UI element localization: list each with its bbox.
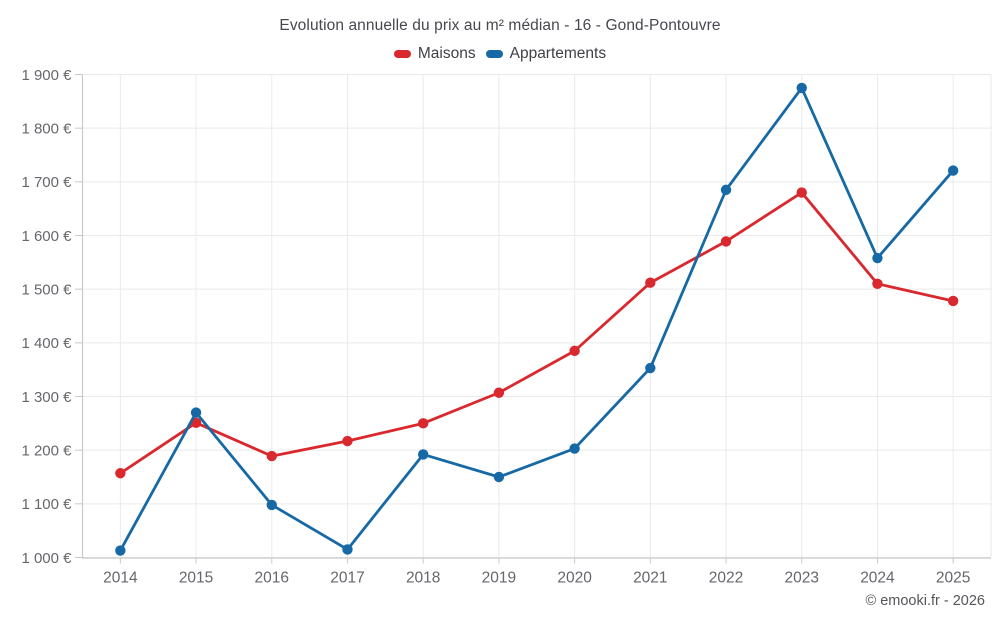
data-point-appartements-2019[interactable] [493,471,505,483]
x-axis-label: 2015 [179,570,213,587]
x-axis-label: 2017 [330,570,364,587]
y-axis-label: 1 000 € [21,550,72,567]
data-point-appartements-2022[interactable] [720,184,732,196]
data-point-appartements-2020[interactable] [569,443,580,454]
x-axis-label: 2025 [936,570,970,587]
x-axis-label: 2018 [406,570,440,587]
data-point-maisons-2022[interactable] [720,236,732,247]
data-point-appartements-2025[interactable] [947,165,959,176]
data-point-maisons-2020[interactable] [569,345,580,357]
y-axis-label: 1 500 € [21,281,72,298]
data-point-maisons-2024[interactable] [872,278,883,289]
data-point-appartements-2021[interactable] [645,362,656,374]
x-axis-label: 2024 [860,570,895,587]
legend-swatch-appartements [485,50,503,58]
y-axis-label: 1 800 € [21,120,72,137]
data-point-appartements-2024[interactable] [872,252,883,264]
legend: Maisons Appartements [0,45,1000,63]
legend-item-maisons[interactable]: Maisons [393,45,476,63]
x-axis-label: 2016 [255,570,289,587]
x-axis-label: 2014 [103,570,138,587]
x-axis-label: 2022 [709,570,743,587]
data-point-appartements-2017[interactable] [342,544,353,555]
data-point-appartements-2016[interactable] [266,499,277,511]
y-axis-label: 1 900 € [21,67,72,84]
x-axis-label: 2021 [633,570,667,587]
y-axis-label: 1 100 € [21,496,72,513]
data-point-appartements-2018[interactable] [417,449,429,460]
series-line-maisons [118,191,955,475]
data-point-maisons-2023[interactable] [796,187,807,198]
y-axis-label: 1 400 € [21,335,72,352]
data-point-maisons-2019[interactable] [493,387,505,398]
copyright-credit: © emooki.fr - 2026 [865,593,985,609]
legend-swatch-maisons [393,50,411,58]
y-axis-label: 1 200 € [21,442,72,459]
legend-label-maisons: Maisons [417,45,476,62]
data-point-maisons-2025[interactable] [947,295,959,307]
data-point-maisons-2018[interactable] [417,418,429,429]
x-axis-label: 2023 [784,570,818,587]
data-point-maisons-2016[interactable] [266,450,277,462]
chart-title: Evolution annuelle du prix au m² médian … [279,17,721,34]
data-point-appartements-2014[interactable] [115,545,126,556]
series-line-appartements [118,86,955,552]
data-point-appartements-2015[interactable] [190,407,202,418]
y-axis-label: 1 600 € [21,228,72,245]
legend-item-appartements[interactable]: Appartements [485,45,607,63]
data-point-maisons-2014[interactable] [115,468,126,479]
y-axis-label: 1 300 € [21,389,72,406]
data-point-appartements-2023[interactable] [796,82,807,94]
data-point-maisons-2021[interactable] [645,277,656,288]
legend-label-appartements: Appartements [509,45,607,62]
x-axis-label: 2019 [482,570,516,587]
x-axis-label: 2020 [557,570,592,587]
data-point-maisons-2017[interactable] [342,435,353,447]
y-axis-label: 1 700 € [21,174,72,191]
